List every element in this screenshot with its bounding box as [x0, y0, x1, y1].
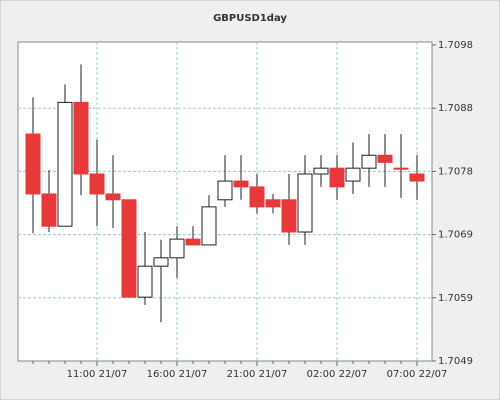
candle-body	[185, 238, 201, 246]
candle-body	[297, 173, 313, 233]
candle-body	[73, 101, 89, 175]
candle-body	[233, 180, 249, 188]
candle-body	[313, 167, 329, 175]
x-tick-label: 11:00 21/07	[67, 369, 128, 380]
candle-body	[329, 167, 345, 188]
candle-body	[121, 199, 137, 298]
x-tick-label: 07:00 22/07	[387, 369, 448, 380]
candle-body	[41, 193, 57, 227]
candle-body	[57, 101, 73, 227]
candle-body	[249, 186, 265, 208]
x-tick-label: 21:00 21/07	[227, 369, 288, 380]
candle-body	[201, 206, 217, 246]
candle-body	[345, 167, 361, 182]
y-tick-label: 1.7088	[438, 103, 473, 114]
y-tick-label: 1.7098	[438, 40, 473, 51]
candle-body	[409, 173, 425, 182]
candle-body	[265, 199, 281, 208]
candle-body	[169, 238, 185, 259]
candle-body	[89, 173, 105, 195]
x-tick-label: 16:00 21/07	[147, 369, 208, 380]
candle-body	[137, 265, 153, 298]
candle-body	[105, 193, 121, 201]
y-tick-label: 1.7069	[438, 230, 473, 241]
y-tick-label: 1.7059	[438, 293, 473, 304]
y-tick-label: 1.7049	[438, 356, 473, 367]
y-tick-label: 1.7078	[438, 166, 473, 177]
candle-body	[393, 167, 409, 170]
candle-body	[281, 199, 297, 233]
candle-body	[377, 154, 393, 163]
candle-body	[361, 154, 377, 169]
x-tick-label: 02:00 22/07	[307, 369, 368, 380]
candle-body	[153, 257, 169, 267]
chart-title: GBPUSD1day	[213, 13, 287, 24]
candle-body	[25, 133, 41, 195]
candle-body	[217, 180, 233, 201]
